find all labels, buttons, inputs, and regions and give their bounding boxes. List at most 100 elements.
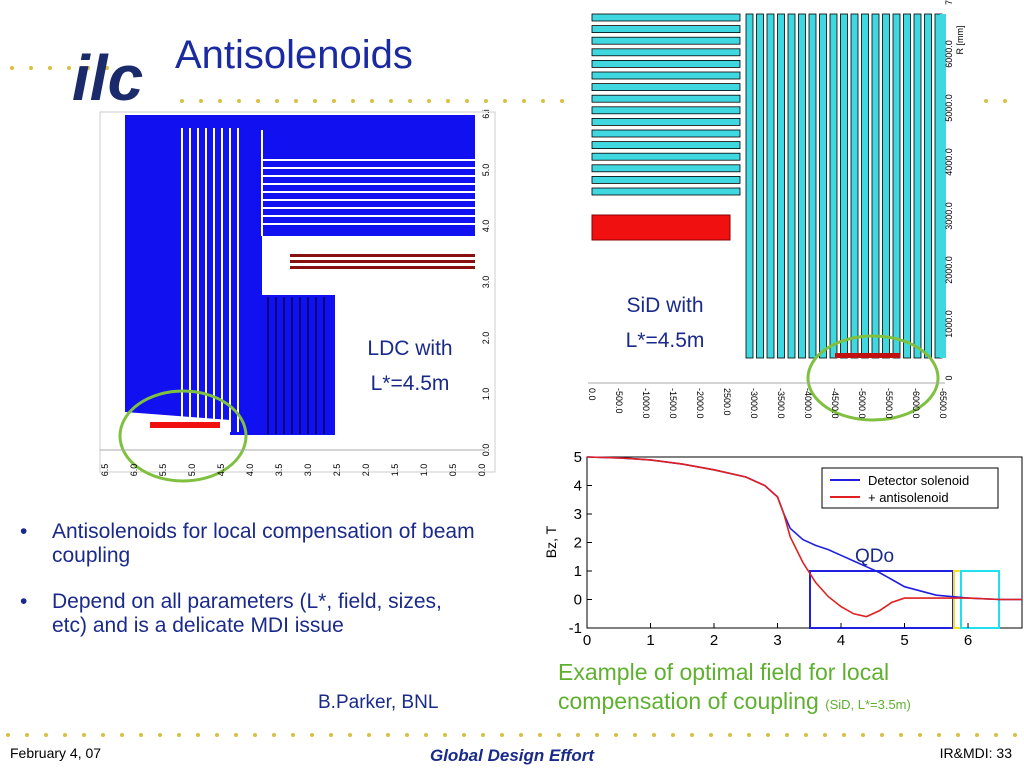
sid-layer xyxy=(903,13,911,359)
ldc-x-tick: 3.5 xyxy=(274,464,284,477)
sid-x-tick: -5500.0 xyxy=(884,388,894,419)
bullet-text: Depend on all parameters (L*, field, siz… xyxy=(52,590,442,637)
ldc-x-tick: 0.0 xyxy=(477,464,487,477)
sid-x-tick: -1000.0 xyxy=(641,388,651,419)
sid-layer xyxy=(861,13,869,359)
sid-y-tick: 70 xyxy=(944,0,954,5)
sid-layer xyxy=(871,13,880,359)
sid-label: SiD with xyxy=(626,294,703,317)
ldc-x-tick: 3.0 xyxy=(303,464,313,477)
sid-x-tick: -6500.0 xyxy=(938,388,948,419)
sid-y-tick: 6000.0 xyxy=(944,40,954,68)
sid-x-tick: -1500.0 xyxy=(668,388,678,419)
sid-layer xyxy=(840,13,848,359)
footer-date: February 4, 07 xyxy=(10,745,102,761)
x-tick-label: 5 xyxy=(900,632,908,649)
legend xyxy=(821,467,999,509)
sid-layer xyxy=(591,94,741,103)
sid-layer xyxy=(756,13,764,359)
bullet-text: Antisolenoids for local compensation of … xyxy=(52,520,475,567)
sid-x-tick: -4000.0 xyxy=(803,388,813,419)
y-tick-label: -1 xyxy=(569,620,582,637)
ldc-x-tick: 4.5 xyxy=(216,464,226,477)
bullet: • Depend on all parameters (L*, field, si… xyxy=(20,590,480,638)
sid-layer xyxy=(591,129,741,138)
footer-page: IR&MDI: 33 xyxy=(939,745,1012,761)
sid-layer xyxy=(591,118,741,126)
ldc-y-tick: 2.0 xyxy=(481,332,491,345)
logo: ilc xyxy=(72,42,143,114)
sid-y-tick: 4000.0 xyxy=(944,148,954,176)
y-tick-label: 4 xyxy=(574,478,582,495)
y-axis-label: Bz, T xyxy=(543,525,559,558)
bullet: • Antisolenoids for local compensation of… xyxy=(20,520,480,568)
sid-layer xyxy=(745,13,754,359)
ldc-x-tick: 4.0 xyxy=(245,464,255,477)
sid-layer xyxy=(591,71,741,80)
ldc-x-tick: 5.5 xyxy=(158,464,168,477)
x-tick-label: 4 xyxy=(837,632,845,649)
sid-x-tick: -3000.0 xyxy=(749,388,759,419)
legend-label: Detector solenoid xyxy=(868,473,969,488)
sid-layer xyxy=(591,36,741,45)
title: Antisolenoids xyxy=(175,33,413,77)
ldc-x-tick: 6.5 xyxy=(100,464,110,477)
sid-layer xyxy=(882,13,890,359)
ldc-x-tick: 2.5 xyxy=(332,464,342,477)
sid-layer xyxy=(591,141,741,150)
x-tick-label: 2 xyxy=(710,632,718,649)
ldc-y-tick: 5.0 xyxy=(481,164,491,177)
sid-layer xyxy=(591,164,741,173)
x-tick-label: 3 xyxy=(773,632,781,649)
sid-y-tick: 5000.0 xyxy=(944,94,954,122)
sid-layer xyxy=(787,13,796,359)
ldc-x-tick: 1.5 xyxy=(390,464,400,477)
sid-layer xyxy=(892,13,901,359)
sid-layer xyxy=(591,48,741,57)
sid-y-tick: 0 xyxy=(944,375,954,380)
sid-layer xyxy=(913,13,922,359)
caption: Example of optimal field for local compe… xyxy=(558,658,1018,719)
ldc-x-tick: 6.0 xyxy=(129,464,139,477)
sid-layer xyxy=(591,106,741,115)
y-tick-label: 3 xyxy=(574,506,582,523)
sid-y-tick: 3000.0 xyxy=(944,202,954,230)
credit: B.Parker, BNL xyxy=(318,692,439,713)
ldc-y-tick: 6.i xyxy=(481,109,491,119)
annotation: QDo xyxy=(855,546,894,567)
x-tick-label: 6 xyxy=(964,632,972,649)
sid-x-tick: 0.0 xyxy=(587,388,597,401)
ldc-x-tick: 2.0 xyxy=(361,464,371,477)
ldc-drawing xyxy=(99,111,496,483)
sid-layer xyxy=(798,13,806,359)
sid-y-tick: 1000.0 xyxy=(944,310,954,338)
sid-layer xyxy=(591,187,741,196)
y-tick-label: 0 xyxy=(574,592,582,609)
sid-layer xyxy=(766,13,775,359)
sid-x-tick: -4500.0 xyxy=(830,388,840,419)
sid-layer xyxy=(591,25,741,34)
sid-x-tick: -6000.0 xyxy=(911,388,921,419)
sid-label: L*=4.5m xyxy=(626,329,705,352)
ldc-x-tick: 1.0 xyxy=(419,464,429,477)
ldc-label: L*=4.5m xyxy=(371,372,450,395)
y-tick-label: 2 xyxy=(574,535,582,552)
y-tick-label: 1 xyxy=(574,563,582,580)
sid-x-tick: -500.0 xyxy=(614,388,624,414)
ldc-label: LDC with xyxy=(367,337,452,360)
sid-y-tick: 2000.0 xyxy=(944,256,954,284)
sid-layer xyxy=(591,152,741,161)
series-line xyxy=(586,456,1022,618)
ldc-x-tick: 0.5 xyxy=(448,464,458,477)
sid-layer xyxy=(819,13,827,359)
caption-main: Example of optimal field for local compe… xyxy=(558,659,890,714)
ldc-y-tick: 0.0 xyxy=(481,444,491,457)
sid-x-tick: -3500.0 xyxy=(776,388,786,419)
sid-layer xyxy=(591,13,741,22)
caption-note: (SiD, L*=3.5m) xyxy=(825,697,911,712)
sid-layer xyxy=(850,13,859,359)
sid-layer xyxy=(591,83,741,91)
footer-center: Global Design Effort xyxy=(429,746,595,765)
sid-layer xyxy=(591,175,741,184)
sid-layer xyxy=(777,13,785,359)
